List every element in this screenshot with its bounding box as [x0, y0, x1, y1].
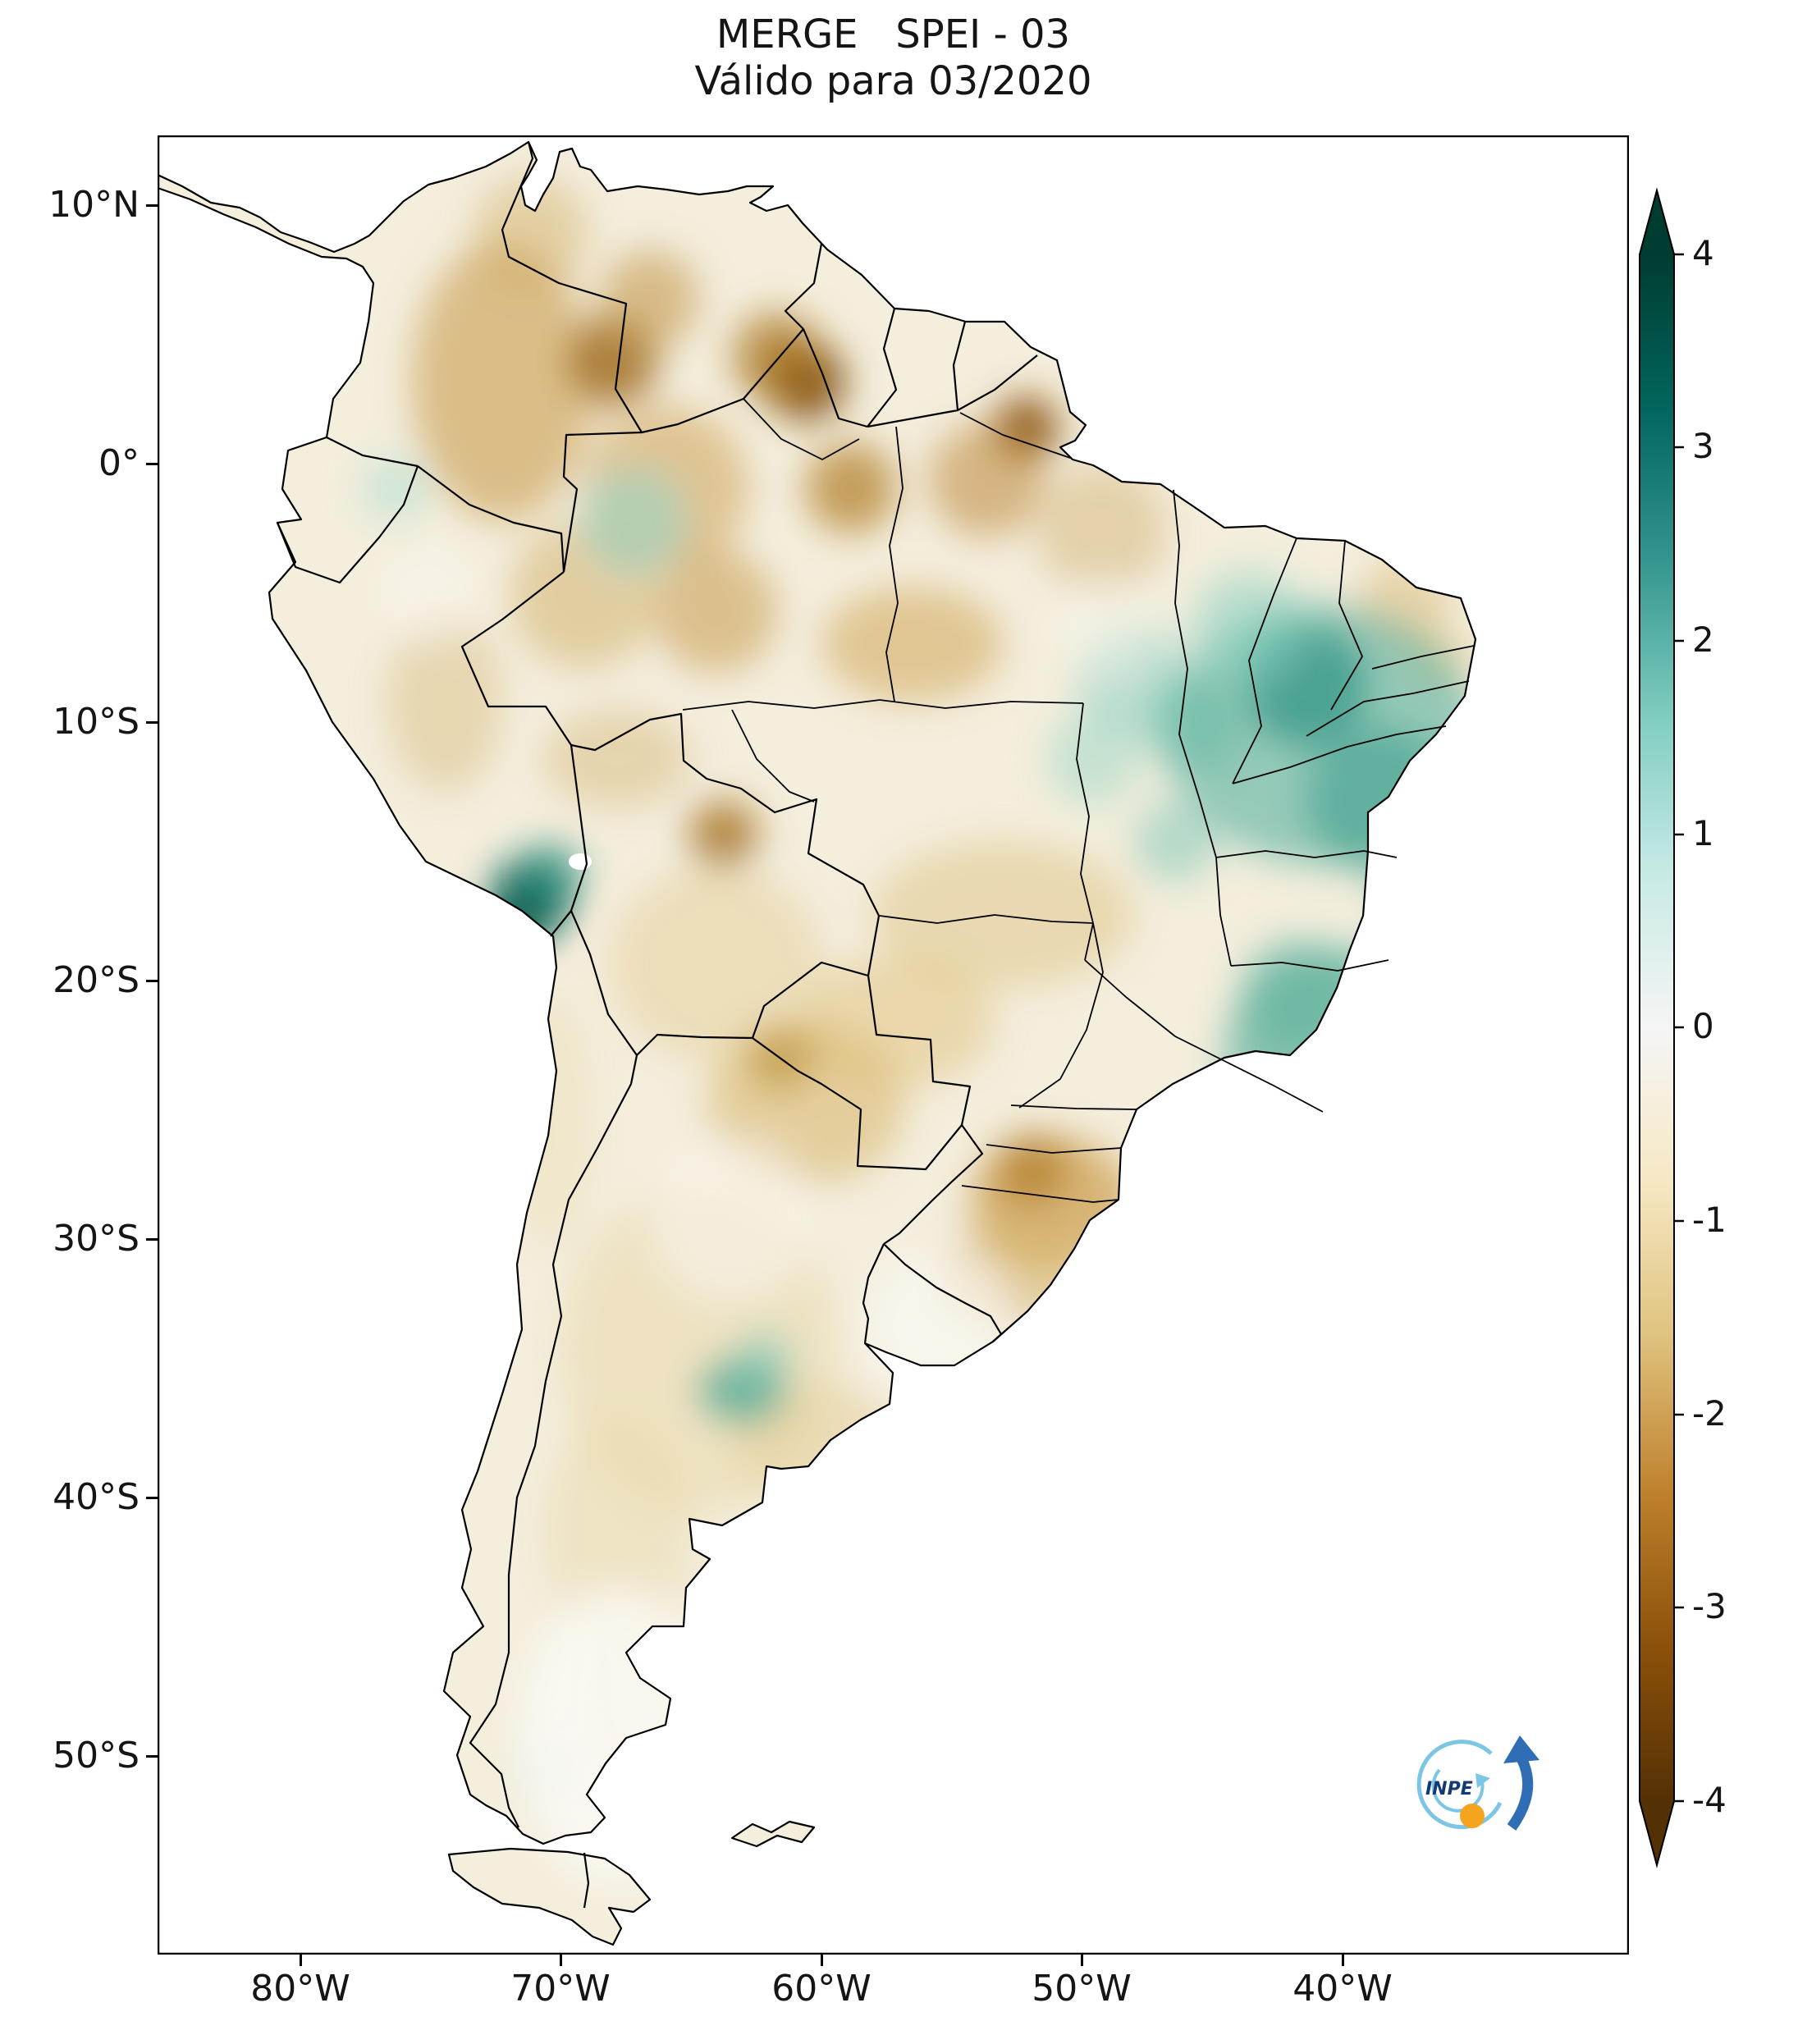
colorbar-gradient [1640, 254, 1674, 1801]
coastline [158, 140, 1477, 1946]
lon-tick-80w: 80°W [250, 1968, 350, 2010]
lon-tickmark [821, 1955, 823, 1966]
lat-tickmark [146, 204, 158, 207]
cb-tick-2: 2 [1692, 620, 1714, 660]
lat-tickmark [146, 980, 158, 982]
cb-tick-4: 4 [1692, 233, 1714, 273]
logo-orange-ball [1460, 1804, 1485, 1828]
lat-tick-0: 0° [98, 442, 140, 484]
state-borders [682, 398, 1475, 1203]
colorbar-bottom-cap [1640, 1801, 1674, 1865]
lat-tickmark [146, 1238, 158, 1241]
country-borders [276, 141, 1038, 1909]
lake-titicaca [569, 853, 592, 870]
lon-tickmark [560, 1955, 562, 1966]
cb-tick-m1: -1 [1692, 1200, 1727, 1240]
lat-tick-20s: 20°S [53, 959, 140, 1001]
plot-frame [158, 135, 1629, 1955]
lat-tickmark [146, 1755, 158, 1758]
lon-tickmark [300, 1955, 302, 1966]
lat-tick-50s: 50°S [53, 1735, 140, 1776]
logo-swirl-arrowhead [1475, 1773, 1490, 1788]
lat-tickmark [146, 463, 158, 465]
inpe-logo: INPE [1416, 1735, 1540, 1831]
map-of-south-america: INPE [158, 135, 1629, 1955]
lat-tickmark [146, 1497, 158, 1499]
lon-tickmark [1081, 1955, 1083, 1966]
cb-tick-3: 3 [1692, 426, 1714, 466]
lon-tick-50w: 50°W [1032, 1968, 1132, 2010]
lat-tick-30s: 30°S [53, 1218, 140, 1260]
cb-tick-m3: -3 [1692, 1586, 1727, 1626]
cb-tick-0: 0 [1692, 1006, 1714, 1046]
cb-tick-m2: -2 [1692, 1393, 1727, 1434]
lat-tickmark [146, 721, 158, 724]
lon-tick-70w: 70°W [510, 1968, 611, 2010]
lat-tick-40s: 40°S [53, 1476, 140, 1518]
title-line-1: MERGE SPEI - 03 [716, 11, 1071, 57]
lat-tick-10n: 10°N [48, 184, 140, 226]
logo-blue-arrow [1507, 1756, 1534, 1831]
lon-tickmark [1342, 1955, 1344, 1966]
lat-tick-10s: 10°S [53, 701, 140, 743]
colorbar-top-cap [1640, 190, 1674, 254]
lon-tick-40w: 40°W [1292, 1968, 1393, 2010]
figure-title: MERGE SPEI - 03 Válido para 03/2020 [158, 11, 1629, 104]
cb-tick-1: 1 [1692, 813, 1714, 853]
title-line-2: Válido para 03/2020 [694, 57, 1092, 104]
logo-text: INPE [1425, 1779, 1473, 1799]
colorbar [1639, 187, 1684, 1868]
colorbar-tickmarks [1674, 253, 1684, 1803]
lon-tick-60w: 60°W [771, 1968, 872, 2010]
cb-tick-m4: -4 [1692, 1780, 1727, 1820]
